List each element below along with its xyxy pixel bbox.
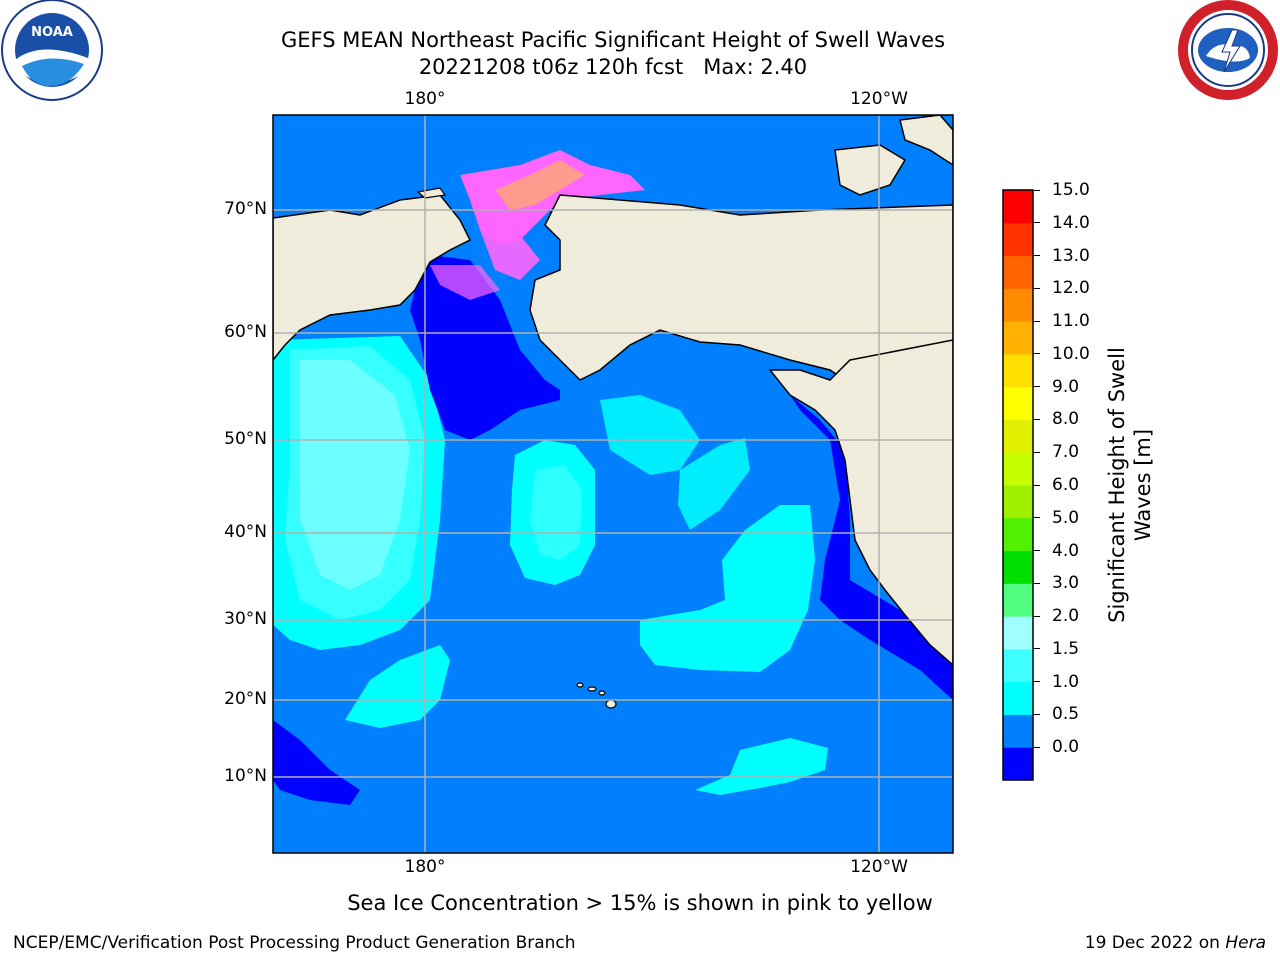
low-swell-gulf <box>410 255 560 440</box>
colorbar-segment <box>1003 222 1033 257</box>
colorbar-tick <box>1034 550 1040 552</box>
colorbar-segment <box>1003 517 1033 552</box>
lat-tick-60n: 60°N <box>224 322 267 342</box>
colorbar-segment <box>1003 321 1033 355</box>
lon-tick-bottom-180: 180° <box>404 857 446 877</box>
colorbar-tick-label: 0.0 <box>1052 737 1080 758</box>
sea-ice-caption: Sea Ice Concentration > 15% is shown in … <box>347 891 933 915</box>
colorbar-tick <box>1034 451 1040 453</box>
colorbar-tick-label: 8.0 <box>1052 409 1080 430</box>
colorbar-tick <box>1034 386 1040 388</box>
swell-region-southwest <box>345 645 450 728</box>
colorbar-tick <box>1034 517 1040 519</box>
land-north-america <box>768 339 953 666</box>
colorbar-label: Significant Height of Swell Waves [m] <box>1105 347 1155 623</box>
sea-ice-strait <box>430 265 500 300</box>
map-title-line2: 20221208 t06z 120h fcst Max: 2.40 <box>418 55 808 79</box>
colorbar-tick-label: 3.0 <box>1052 573 1080 594</box>
colorbar-tick-label: 9.0 <box>1052 376 1080 397</box>
colorbar-tick-label: 1.5 <box>1052 638 1080 659</box>
colorbar-segment <box>1003 648 1033 683</box>
colorbar-tick <box>1034 484 1040 486</box>
swell-region-south <box>695 738 828 795</box>
colorbar-tick <box>1034 582 1040 584</box>
low-swell-southwest <box>273 720 360 805</box>
colorbar-tick-label: 14.0 <box>1052 212 1090 233</box>
sea-ice-chukchi <box>460 150 645 245</box>
colorbar <box>1002 189 1034 781</box>
colorbar-segment <box>1003 288 1033 322</box>
graticule <box>273 115 953 853</box>
lat-tick-30n: 30°N <box>224 609 267 629</box>
colorbar-tick <box>1034 320 1040 322</box>
colorbar-segment <box>1003 747 1033 781</box>
nws-logo <box>1178 0 1278 100</box>
colorbar-tick <box>1034 222 1040 224</box>
map-title-line1: GEFS MEAN Northeast Pacific Significant … <box>280 28 946 52</box>
noaa-logo: NOAA <box>1 0 103 101</box>
colorbar-tick <box>1034 746 1040 748</box>
sea-ice-chukchi-inner <box>495 160 585 210</box>
map-frame <box>272 114 954 854</box>
colorbar-tick-label: 13.0 <box>1052 245 1090 266</box>
lon-tick-bottom-120w: 120°W <box>850 857 908 877</box>
land-arctic-island-2 <box>899 115 953 166</box>
colorbar-tick <box>1034 615 1040 617</box>
colorbar-tick-label: 12.0 <box>1052 278 1090 299</box>
swell-region-east <box>640 505 815 672</box>
low-swell-coast <box>790 395 953 700</box>
lat-tick-10n: 10°N <box>224 766 267 786</box>
colorbar-tick-label: 4.0 <box>1052 540 1080 561</box>
swell-region-central-light <box>530 465 582 560</box>
colorbar-tick-label: 15.0 <box>1052 180 1090 200</box>
footer-date: 19 Dec 2022 on Hera <box>1084 933 1266 953</box>
footer-branch: NCEP/EMC/Verification Post Processing Pr… <box>13 933 576 953</box>
land-arctic-island-1 <box>834 144 907 196</box>
colorbar-tick-label: 5.0 <box>1052 507 1080 528</box>
lat-tick-50n: 50°N <box>224 429 267 449</box>
colorbar-tick <box>1034 681 1040 683</box>
colorbar-segment <box>1003 419 1033 453</box>
colorbar-segment <box>1003 485 1033 519</box>
lat-tick-40n: 40°N <box>224 522 267 542</box>
colorbar-segment <box>1003 190 1033 224</box>
colorbar-tick <box>1034 189 1040 191</box>
swell-region-northeast <box>600 395 700 475</box>
colorbar-segment <box>1003 255 1033 289</box>
colorbar-tick <box>1034 255 1040 257</box>
colorbar-tick <box>1034 648 1040 650</box>
lat-tick-70n: 70°N <box>224 199 267 219</box>
colorbar-segment <box>1003 583 1033 617</box>
colorbar-segment <box>1003 550 1033 584</box>
hawaii-islands <box>576 682 617 709</box>
colorbar-segment <box>1003 681 1033 715</box>
lon-tick-top-120w: 120°W <box>850 89 908 109</box>
colorbar-frame <box>1002 189 1034 781</box>
colorbar-tick <box>1034 418 1040 420</box>
colorbar-tick-label: 6.0 <box>1052 475 1080 495</box>
colorbar-tick-label: 2.0 <box>1052 606 1080 627</box>
noaa-center-text: NOAA <box>31 25 73 40</box>
colorbar-segment <box>1003 452 1033 486</box>
colorbar-tick-label: 7.0 <box>1052 442 1080 463</box>
colorbar-tick-label: 11.0 <box>1052 311 1090 332</box>
colorbar-segment <box>1003 353 1033 388</box>
colorbar-tick-label: 0.5 <box>1052 704 1080 725</box>
colorbar-tick <box>1034 353 1040 355</box>
colorbar-segment <box>1003 714 1033 748</box>
land-siberia <box>273 194 472 362</box>
swell-region-streaks <box>678 438 750 530</box>
sea-ice-bering <box>480 230 540 280</box>
colorbar-tick-label: 10.0 <box>1052 343 1090 364</box>
colorbar-segment <box>1003 386 1033 420</box>
colorbar-tick-label: 1.0 <box>1052 671 1080 692</box>
colorbar-segment <box>1003 616 1033 650</box>
lat-tick-20n: 20°N <box>224 689 267 709</box>
colorbar-tick <box>1034 287 1040 289</box>
colorbar-tick <box>1034 713 1040 715</box>
lon-tick-top-180: 180° <box>404 89 446 109</box>
